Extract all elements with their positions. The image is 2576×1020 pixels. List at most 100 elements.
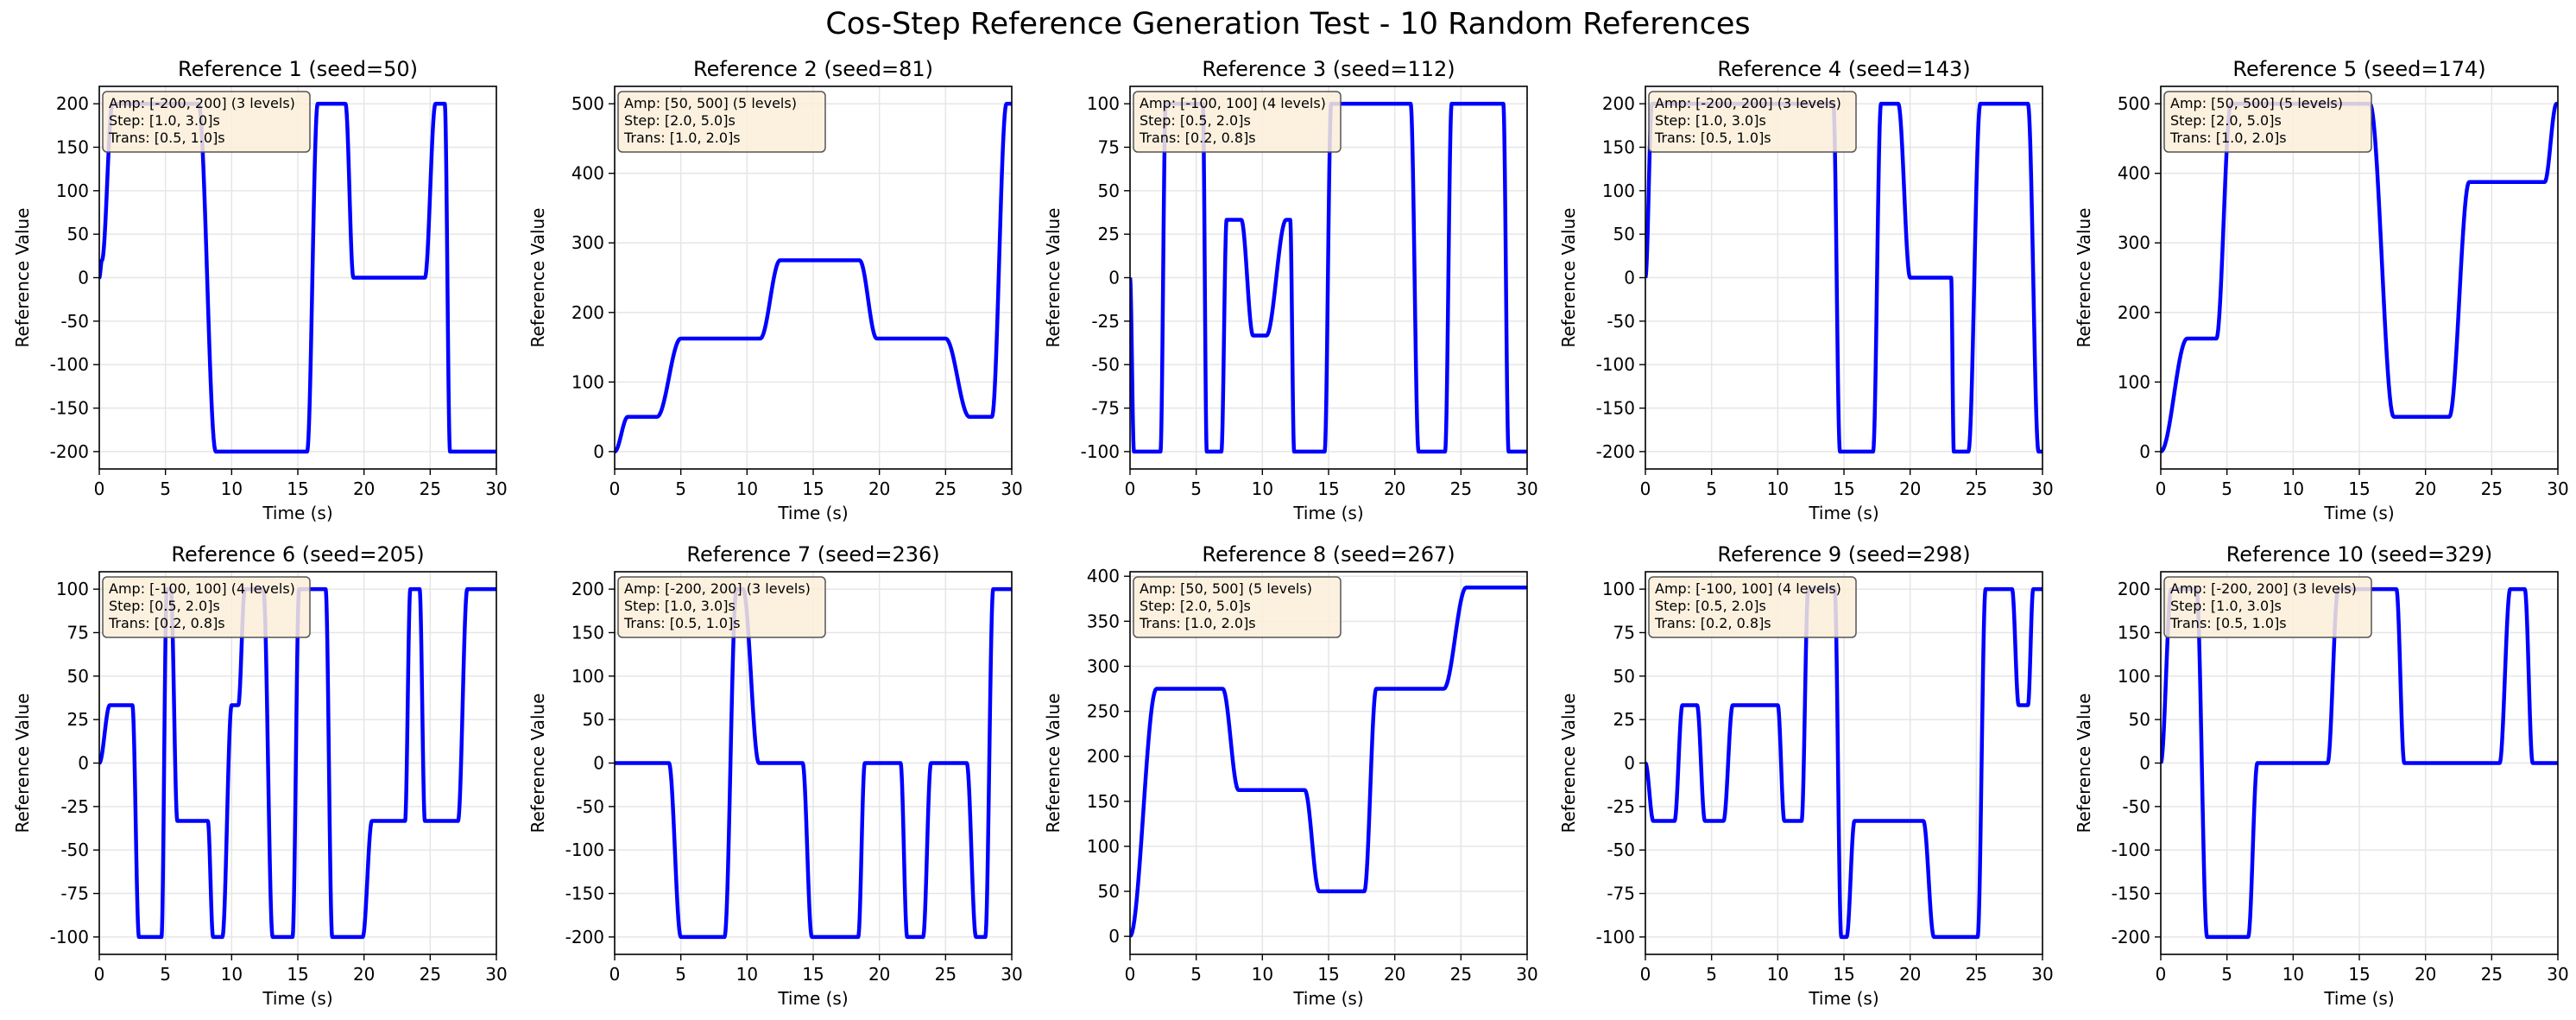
x-tick-label: 10 [736,964,758,985]
x-tick-label: 10 [1252,478,1273,499]
x-tick-label: 20 [1899,964,1921,985]
y-tick-label: -200 [2112,927,2150,947]
x-tick-label: 15 [287,964,308,985]
x-tick-label: 5 [1706,478,1717,499]
y-tick-label: -100 [1081,441,1120,462]
y-tick-label: 50 [1613,224,1635,244]
info-line: Trans: [0.5, 1.0]s [1654,130,1771,146]
x-tick-label: 10 [221,964,243,985]
y-tick-label: 75 [1613,622,1635,643]
y-tick-label: 50 [67,666,89,687]
subplot-title: Reference 9 (seed=298) [1717,542,1970,567]
y-axis-label: Reference Value [2074,694,2094,833]
y-tick-label: -150 [2112,884,2150,904]
x-tick-label: 0 [94,478,105,499]
y-tick-label: 0 [593,441,604,462]
subplot-title: Reference 4 (seed=143) [1717,57,1970,81]
y-tick-label: 0 [78,753,89,774]
y-tick-label: 350 [1087,611,1120,631]
x-tick-label: 25 [935,964,957,985]
y-tick-label: 100 [2118,666,2150,687]
y-tick-label: -100 [1596,927,1635,947]
subplot-title: Reference 5 (seed=174) [2232,57,2485,81]
info-line: Amp: [-200, 200] (3 levels) [2170,580,2357,597]
x-tick-label: 20 [2415,964,2436,985]
y-tick-label: 0 [1624,753,1635,774]
info-line: Step: [0.5, 2.0]s [1140,112,1251,129]
info-line: Step: [1.0, 3.0]s [2170,598,2282,614]
y-axis-label: Reference Value [1043,208,1064,348]
x-tick-label: 25 [1450,478,1472,499]
x-tick-label: 5 [1190,964,1202,985]
x-tick-label: 10 [736,478,758,499]
y-tick-label: 100 [1087,93,1120,114]
y-tick-label: 200 [2118,302,2150,323]
subplot-title: Reference 6 (seed=205) [171,542,424,567]
info-box: Amp: [50, 500] (5 levels)Step: [2.0, 5.0… [617,91,826,153]
x-tick-label: 5 [2221,964,2232,985]
info-line: Trans: [0.5, 1.0]s [623,615,741,631]
y-tick-label: 0 [1624,268,1635,288]
subplot-4: 0 5 10 15 20 25 30 -200 -150 -100 -50 0 50 100 150 200 R… [1558,57,2054,523]
info-line: Step: [2.0, 5.0]s [624,112,736,129]
y-tick-label: -100 [50,927,89,947]
x-tick-label: 0 [609,478,621,499]
x-tick-label: 30 [1001,478,1022,499]
x-axis-label: Time (s) [1808,988,1878,1009]
y-tick-label: 100 [1602,181,1635,201]
subplot-3: 0 5 10 15 20 25 30 -100 -75 -50 -25 0 25 50 75 100 Refer… [1043,57,1538,523]
info-line: Trans: [0.2, 0.8]s [1139,130,1256,146]
x-tick-label: 20 [868,478,890,499]
y-tick-label: 100 [571,666,604,687]
y-tick-label: 400 [571,163,604,184]
x-tick-label: 30 [1516,964,1537,985]
x-tick-label: 10 [1767,964,1789,985]
y-tick-label: -150 [565,884,604,904]
info-box-frame [617,91,826,153]
y-tick-label: 200 [571,579,604,599]
info-box: Amp: [-200, 200] (3 levels)Step: [1.0, 3… [1648,91,1857,153]
subplot-10: 0 5 10 15 20 25 30 -200 -150 -100 -50 0 50 100 150 200 R… [2074,542,2569,1009]
x-tick-label: 5 [160,964,171,985]
x-tick-label: 20 [868,964,890,985]
y-tick-label: 0 [593,753,604,774]
y-tick-label: 0 [2139,441,2150,462]
x-tick-label: 0 [1640,964,1651,985]
y-tick-label: -75 [1607,884,1635,904]
x-tick-label: 0 [1125,964,1136,985]
y-tick-label: 300 [1087,656,1120,676]
y-tick-label: 100 [56,181,89,201]
y-tick-label: 400 [2118,163,2150,184]
subplot-9: 0 5 10 15 20 25 30 -100 -75 -50 -25 0 25 50 75 100 Refer… [1558,542,2054,1009]
info-line: Amp: [-200, 200] (3 levels) [1655,95,1841,111]
y-axis-label: Reference Value [12,694,33,833]
y-tick-label: -25 [1091,311,1120,332]
y-tick-label: 150 [1602,136,1635,157]
x-tick-label: 15 [1833,964,1854,985]
x-tick-label: 5 [675,964,686,985]
x-tick-label: 15 [1833,478,1854,499]
subplot-1: 0 5 10 15 20 25 30 -200 -150 -100 -50 0 50 100 150 200 R… [12,57,508,523]
y-tick-label: 25 [67,709,89,730]
x-tick-label: 25 [2481,478,2503,499]
y-tick-label: -50 [60,839,89,860]
x-tick-label: 0 [2156,964,2167,985]
y-tick-label: 75 [1098,136,1120,157]
subplot-title: Reference 3 (seed=112) [1202,57,1455,81]
info-line: Step: [1.0, 3.0]s [109,112,220,129]
y-tick-label: -100 [1596,354,1635,375]
info-box-frame [2163,91,2372,153]
info-box: Amp: [-100, 100] (4 levels)Step: [0.5, 2… [102,576,311,638]
x-tick-label: 15 [802,964,824,985]
y-tick-label: -50 [1091,354,1120,375]
info-line: Trans: [1.0, 2.0]s [623,130,741,146]
x-tick-label: 15 [1317,478,1339,499]
y-tick-label: 50 [1098,881,1120,902]
x-tick-label: 10 [1252,964,1273,985]
y-tick-label: 200 [56,93,89,114]
x-tick-label: 15 [287,478,308,499]
subplot-6: 0 5 10 15 20 25 30 -100 -75 -50 -25 0 25 50 75 100 Refer… [12,542,508,1009]
y-tick-label: -200 [50,441,89,462]
y-tick-label: 500 [2118,93,2150,114]
